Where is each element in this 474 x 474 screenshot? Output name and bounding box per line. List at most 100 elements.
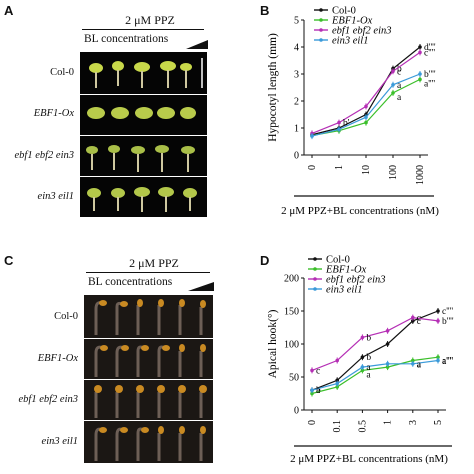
significance-label: c (397, 67, 401, 77)
data-point (335, 385, 339, 389)
data-point (418, 50, 422, 55)
y-axis-label: Hypocotyl length (mm) (267, 33, 279, 142)
treatment-label-a: 2 μM PPZ (125, 13, 175, 27)
significance-label: b' (343, 119, 350, 129)
seedling-photo-ebf-triple-a (80, 136, 207, 177)
row-label-ein3eil1-c: ein3 eil1 (41, 436, 78, 447)
data-point (335, 381, 339, 386)
legend-label: EBF1-Ox (325, 265, 367, 276)
hook-photo-ein3eil1-c (84, 421, 213, 464)
legend-label: EBF1-Ox (331, 16, 373, 27)
row-label-ebf-triple-a: ebf1 ebf2 ein3 (14, 150, 74, 161)
significance-label: a (417, 361, 422, 371)
significance-label: c (417, 317, 421, 327)
data-point (310, 391, 314, 396)
row-label-ein3eil1-a: ein3 eil1 (37, 191, 74, 202)
data-point (436, 319, 440, 323)
x-tick-label: 0.5 (357, 420, 368, 433)
legend-label: ebf1 ebf2 ein3 (326, 275, 385, 286)
data-point (360, 368, 365, 373)
significance-label: c'''' (442, 307, 453, 317)
y-tick-label: 100 (284, 340, 299, 351)
x-tick-label: 3 (408, 420, 419, 425)
data-point (418, 72, 422, 76)
x-axis-label: 2 μM PPZ+BL concentrations (nM) (281, 205, 439, 217)
y-tick-label: 1 (294, 124, 299, 135)
significance-label: b (397, 65, 402, 75)
x-tick-label: 1 (383, 420, 394, 425)
y-tick-label: 150 (284, 307, 299, 318)
x-tick-label: 0 (307, 165, 318, 170)
row-label-ebf1ox-a: EBF1-Ox (33, 108, 74, 119)
significance-label: b'''' (424, 70, 436, 80)
concentration-label-a: BL concentrations (84, 33, 169, 45)
data-point (337, 127, 341, 132)
x-tick-label: 0.1 (332, 420, 343, 433)
significance-label: c (417, 314, 421, 324)
significance-label: a (417, 360, 422, 370)
x-tick-label: 5 (433, 420, 444, 425)
data-point (391, 91, 395, 95)
treatment-underline-c (86, 272, 210, 273)
concentration-wedge-a (186, 40, 208, 49)
y-tick-label: 2 (294, 97, 299, 108)
panel-letter-c: C (4, 253, 14, 268)
hook-photo-col0-c (84, 295, 213, 339)
hypocotyl-length-chart: 0 1 2 3 4 5 0 1 10 100 1000 Hypocotyl length (mm) 2 … (267, 6, 439, 218)
concentration-label-c: BL concentrations (88, 276, 173, 288)
significance-label: a (366, 363, 371, 373)
data-point (385, 342, 390, 346)
legend-marker (313, 277, 317, 281)
x-tick-label: 1000 (415, 165, 426, 185)
legend-marker (313, 267, 317, 271)
row-label-ebf-triple-c: ebf1 ebf2 ein3 (18, 394, 78, 405)
data-point (385, 365, 390, 369)
legend-marker (313, 287, 317, 291)
significance-label: b (366, 353, 371, 363)
data-point (385, 329, 390, 333)
data-point (436, 355, 440, 359)
seedling-photo-ebf1ox-a (80, 95, 207, 136)
significance-label: c (316, 366, 320, 376)
data-point (360, 365, 365, 369)
data-point (360, 355, 365, 359)
significance-label: c'''' (424, 48, 435, 58)
data-point (418, 77, 422, 82)
x-tick-label: 0 (307, 420, 318, 425)
data-point (411, 315, 415, 320)
x-tick-label: 10 (361, 165, 372, 175)
significance-label: a (316, 386, 321, 396)
legend-label: Col-0 (326, 255, 350, 266)
hook-photo-ebf1ox-c (84, 339, 213, 380)
legend-label: ein3 eil1 (326, 285, 362, 296)
data-point (337, 120, 341, 125)
data-point (391, 83, 395, 87)
seedling-photo-ein3eil1-a (80, 177, 207, 218)
significance-label: a'''' (424, 79, 435, 89)
x-tick-label: 100 (388, 165, 399, 180)
data-point (391, 69, 395, 74)
y-tick-label: 0 (294, 151, 299, 162)
apical-hook-chart: 0 50 100 150 200 0 0.1 0.5 1 3 5 Apical hook(°) 2 μM… (267, 255, 454, 466)
data-point (436, 358, 440, 363)
significance-label: a (366, 370, 371, 380)
row-label-ebf1ox-c: EBF1-Ox (37, 353, 78, 364)
panel-letter-d: D (260, 253, 270, 268)
row-label-col0-a: Col-0 (50, 67, 74, 78)
legend-label: ein3 eil1 (332, 36, 368, 47)
legend-marker (313, 257, 317, 261)
legend-label: ebf1 ebf2 ein3 (332, 26, 391, 37)
seedling-photo-col0-a (80, 52, 207, 95)
treatment-label-c: 2 μM PPZ (129, 256, 179, 270)
data-point (418, 45, 422, 49)
data-point (411, 362, 415, 366)
data-point (364, 120, 368, 125)
significance-label: b (366, 333, 371, 343)
y-tick-label: 5 (294, 16, 299, 27)
legend-marker (319, 8, 323, 12)
series-line (311, 316, 439, 371)
x-axis-label: 2 μM PPZ+BL concentrations (nM) (290, 453, 448, 465)
series-line (311, 359, 439, 391)
significance-label: a'''' (442, 357, 453, 367)
data-point (310, 134, 314, 138)
